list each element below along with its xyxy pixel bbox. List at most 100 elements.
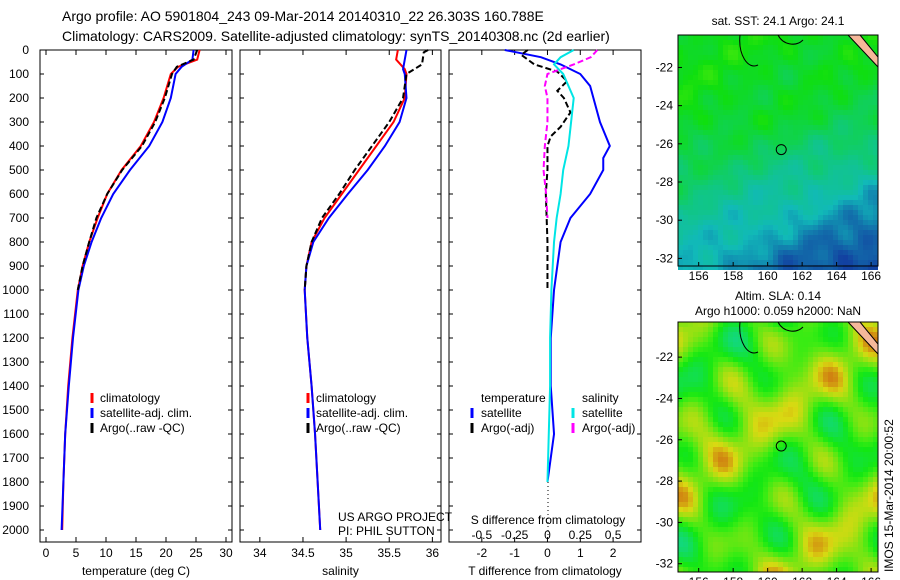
map-cell bbox=[713, 402, 718, 407]
map-cell bbox=[718, 362, 723, 367]
map-cell bbox=[828, 35, 833, 40]
map-cell bbox=[733, 40, 738, 45]
map-cell bbox=[783, 230, 788, 235]
map-cell bbox=[718, 547, 723, 552]
map-cell bbox=[808, 522, 813, 527]
map-cell bbox=[858, 547, 863, 552]
map-cell bbox=[723, 35, 728, 40]
map-cell bbox=[838, 260, 843, 265]
map-cell bbox=[798, 437, 803, 442]
map-cell bbox=[758, 170, 763, 175]
map-cell bbox=[693, 352, 698, 357]
map-cell bbox=[823, 372, 828, 377]
map-cell bbox=[768, 40, 773, 45]
map-cell bbox=[718, 135, 723, 140]
map-cell bbox=[783, 502, 788, 507]
map-cell bbox=[753, 150, 758, 155]
map-cell bbox=[773, 447, 778, 452]
map-cell bbox=[873, 352, 878, 357]
map-cell bbox=[723, 145, 728, 150]
map-cell bbox=[763, 255, 768, 260]
map-cell bbox=[678, 105, 683, 110]
map-cell bbox=[718, 45, 723, 50]
map-cell bbox=[768, 55, 773, 60]
map-cell bbox=[793, 140, 798, 145]
map-cell bbox=[683, 462, 688, 467]
map-cell bbox=[858, 130, 863, 135]
map-cell bbox=[793, 175, 798, 180]
map-cell bbox=[818, 547, 823, 552]
map-cell bbox=[703, 200, 708, 205]
map-cell bbox=[768, 190, 773, 195]
map-cell bbox=[728, 562, 733, 567]
map-cell bbox=[793, 472, 798, 477]
map-cell bbox=[703, 427, 708, 432]
map-cell bbox=[843, 170, 848, 175]
map-cell bbox=[773, 337, 778, 342]
map-cell bbox=[853, 412, 858, 417]
map-cell bbox=[718, 185, 723, 190]
map-cell bbox=[728, 407, 733, 412]
map-cell bbox=[688, 567, 693, 572]
map-cell bbox=[743, 387, 748, 392]
map-cell bbox=[733, 235, 738, 240]
map-cell bbox=[773, 165, 778, 170]
map-cell bbox=[748, 210, 753, 215]
map-cell bbox=[688, 110, 693, 115]
map-title: Altim. SLA: 0.14 bbox=[735, 289, 821, 303]
map-cell bbox=[683, 35, 688, 40]
map-cell bbox=[813, 170, 818, 175]
map-cell bbox=[868, 235, 873, 240]
map-cell bbox=[873, 532, 878, 537]
map-cell bbox=[768, 180, 773, 185]
map-cell bbox=[783, 35, 788, 40]
map-cell bbox=[843, 497, 848, 502]
map-cell bbox=[698, 337, 703, 342]
map-cell bbox=[743, 442, 748, 447]
map-cell bbox=[863, 547, 868, 552]
map-cell bbox=[693, 442, 698, 447]
map-cell bbox=[803, 105, 808, 110]
map-cell bbox=[738, 477, 743, 482]
map-cell bbox=[718, 472, 723, 477]
map-cell bbox=[873, 175, 878, 180]
map-cell bbox=[703, 140, 708, 145]
map-cell bbox=[703, 502, 708, 507]
map-cell bbox=[733, 165, 738, 170]
map-cell bbox=[728, 175, 733, 180]
map-cell bbox=[858, 452, 863, 457]
map-cell bbox=[843, 477, 848, 482]
map-cell bbox=[798, 387, 803, 392]
map-cell bbox=[748, 115, 753, 120]
map-cell bbox=[773, 492, 778, 497]
map-cell bbox=[738, 240, 743, 245]
map-cell bbox=[813, 432, 818, 437]
map-cell bbox=[743, 327, 748, 332]
map-cell bbox=[773, 210, 778, 215]
map-cell bbox=[833, 447, 838, 452]
map-cell bbox=[788, 412, 793, 417]
map-cell bbox=[868, 512, 873, 517]
map-cell bbox=[703, 90, 708, 95]
map-cell bbox=[768, 537, 773, 542]
map-cell bbox=[858, 70, 863, 75]
map-cell bbox=[743, 537, 748, 542]
map-cell bbox=[768, 347, 773, 352]
map-cell bbox=[703, 482, 708, 487]
map-cell bbox=[738, 230, 743, 235]
map-cell bbox=[823, 392, 828, 397]
map-cell bbox=[803, 322, 808, 327]
map-cell bbox=[828, 90, 833, 95]
map-cell bbox=[698, 327, 703, 332]
x-tick-label: 166 bbox=[861, 269, 881, 283]
map-cell bbox=[853, 512, 858, 517]
map-cell bbox=[763, 422, 768, 427]
map-cell bbox=[693, 220, 698, 225]
x-tick-label: 164 bbox=[827, 269, 847, 283]
map-cell bbox=[813, 412, 818, 417]
map-cell bbox=[768, 170, 773, 175]
map-cell bbox=[743, 260, 748, 265]
map-cell bbox=[688, 130, 693, 135]
map-cell bbox=[718, 120, 723, 125]
map-cell bbox=[828, 372, 833, 377]
